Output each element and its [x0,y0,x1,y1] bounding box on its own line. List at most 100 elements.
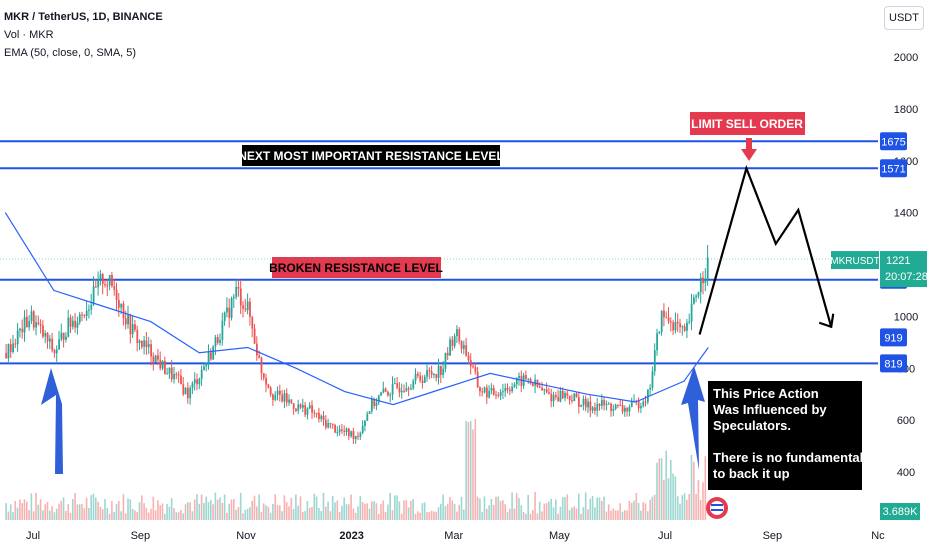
volume-bar [686,499,688,520]
volume-bar [380,503,382,520]
volume-bar [223,494,226,520]
volume-bar [88,508,90,520]
volume-bar [265,505,267,520]
candle-body [430,371,433,375]
volume-bar [426,512,428,520]
candle-body [184,387,187,395]
volume-bars [5,419,707,520]
candle-body [189,387,192,399]
volume-bar [283,495,286,520]
volume-bar [258,494,260,520]
candle-body [702,277,704,284]
volume-bar [651,496,654,520]
x-axis-tick-label: Jul [26,530,40,542]
currency-button[interactable]: USDT [884,6,924,30]
candle-body [596,403,599,411]
candle-body [405,388,408,392]
volume-bar [382,500,385,520]
candle-body [313,412,316,414]
candle-body [42,325,44,337]
x-axis-tick-label: 2023 [339,530,363,542]
candle-body [557,396,560,402]
logo-badge-stripe [711,504,723,506]
volume-tag: 3.689K [880,503,920,520]
candle-body [198,378,201,385]
volume-bar [295,494,297,520]
candle-body [338,429,341,432]
candle-body [136,329,139,344]
volume-bar [669,460,672,520]
volume-bar [520,505,523,520]
logo-badge-inner [710,501,724,515]
broken-resistance-label-bg [272,257,441,278]
volume-bar [216,499,219,520]
candle-body [182,384,185,395]
y-axis-tick-label: 2000 [894,52,918,64]
candle-body [278,390,281,395]
volume-bar [525,513,527,520]
volume-bar [345,504,348,520]
volume-bar [120,511,122,520]
volume-bar [656,462,658,520]
volume-bar [138,502,141,520]
candle-body [442,368,445,375]
limit-sell-label-bg [690,112,805,135]
level-price-tag: 1571 [880,159,907,178]
candle-body [623,407,626,412]
candle-body [591,407,594,411]
volume-bar [39,499,42,520]
volume-bar [580,513,582,520]
volume-bar [28,510,30,520]
volume-bar [253,495,256,520]
candle-body [656,333,658,351]
candle-body [226,307,228,313]
volume-bar [251,500,253,520]
candle-body [587,401,589,408]
volume-bar [85,497,88,520]
volume-bar [343,497,345,520]
volume-bar [315,496,318,520]
volume-bar [14,501,17,520]
candle-body [531,383,534,386]
volume-bar [269,512,272,520]
candle-body [274,394,277,400]
volume-bar [173,508,175,520]
volume-bar [653,494,656,520]
volume-bar [522,511,525,520]
level-price-tag-text: 1571 [881,163,905,175]
volume-bar [389,492,391,520]
candle-body [412,380,415,389]
candle-body [462,345,465,349]
last-price-tag: MKRUSDT 1221 20:07:28 [830,251,928,288]
volume-bar [53,512,56,520]
volume-bar [513,508,516,520]
volume-bar [143,503,145,520]
volume-bar [614,510,617,520]
speculators-note-line: Speculators. [713,418,791,433]
volume-bar [495,496,497,520]
volume-bar [607,504,610,520]
candle-body [603,400,606,406]
volume-indicator-label: Vol · MKR [4,29,54,41]
volume-bar [536,513,539,520]
volume-bar [437,507,440,520]
candle-body [426,370,428,377]
candle-body [336,431,339,433]
volume-bar [19,499,21,520]
candle-body [290,399,293,404]
volume-bar [361,502,364,520]
candle-body [71,320,74,327]
projection-path [698,164,833,335]
volume-bar [690,454,693,520]
volume-bar [398,501,401,520]
level-price-tag-bg [880,159,907,178]
candle-body [230,298,233,318]
candle-body [281,394,284,402]
candle-body [23,316,26,333]
volume-bar [48,510,51,520]
candle-body [695,295,698,298]
next-resistance-label-text: NEXT MOST IMPORTANT RESISTANCE LEVEL [238,149,504,163]
candle-body [320,415,323,420]
candle-body [203,366,205,370]
